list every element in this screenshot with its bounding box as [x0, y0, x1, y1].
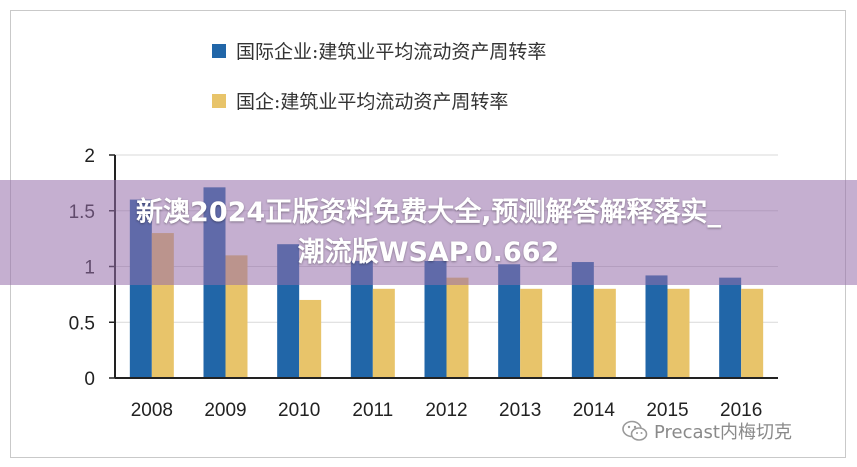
x-tick-label: 2015 — [646, 400, 688, 421]
bar-2011-series-1 — [372, 288, 395, 378]
bar-2014-series-0 — [571, 262, 594, 378]
watermark-text: Precast内梅切克 — [654, 422, 792, 443]
y-tick-label: 0.5 — [69, 313, 95, 334]
legend: 国际企业:建筑业平均流动资产周转率 国企:建筑业平均流动资产周转率 — [212, 41, 546, 113]
bar-2012-series-0 — [424, 260, 447, 378]
x-tick-label: 2008 — [131, 400, 173, 421]
x-tick-label: 2013 — [499, 400, 541, 421]
bar-2010-series-1 — [299, 299, 322, 378]
x-tick-label: 2009 — [204, 400, 246, 421]
bar-2011-series-0 — [350, 260, 373, 378]
bar-2015-series-1 — [667, 288, 690, 378]
bar-2016-series-1 — [741, 288, 764, 378]
bar-2012-series-1 — [446, 277, 469, 378]
bar-2013-series-0 — [498, 264, 521, 378]
bar-2013-series-1 — [520, 288, 543, 378]
legend-label-series-0: 国际企业:建筑业平均流动资产周转率 — [236, 41, 546, 63]
x-tick-label: 2012 — [425, 400, 467, 421]
y-tick-label: 0 — [84, 369, 95, 390]
x-tick-label: 2016 — [720, 400, 762, 421]
overlay-line-2: 潮流版WSAP.0.662 — [297, 236, 560, 268]
bar-2014-series-1 — [593, 288, 616, 378]
overlay-line-1: 新澳2024正版资料免费大全,预测解答解释落实_ — [136, 196, 721, 228]
legend-label-series-1: 国企:建筑业平均流动资产周转率 — [236, 91, 508, 113]
wechat-icon — [622, 420, 648, 441]
bar-2009-series-1 — [225, 255, 248, 378]
x-tick-label: 2014 — [573, 400, 616, 421]
bar-2016-series-0 — [719, 277, 742, 378]
x-tick-label: 2010 — [278, 400, 320, 421]
x-tick-label: 2011 — [352, 400, 393, 421]
watermark: Precast内梅切克 — [622, 417, 792, 445]
overlay-banner: 新澳2024正版资料免费大全,预测解答解释落实_ 潮流版WSAP.0.662 — [0, 180, 857, 285]
bar-2015-series-0 — [645, 275, 668, 378]
legend-swatch-series-0 — [212, 44, 226, 58]
y-tick-label: 2 — [84, 146, 95, 167]
legend-swatch-series-1 — [212, 94, 226, 108]
